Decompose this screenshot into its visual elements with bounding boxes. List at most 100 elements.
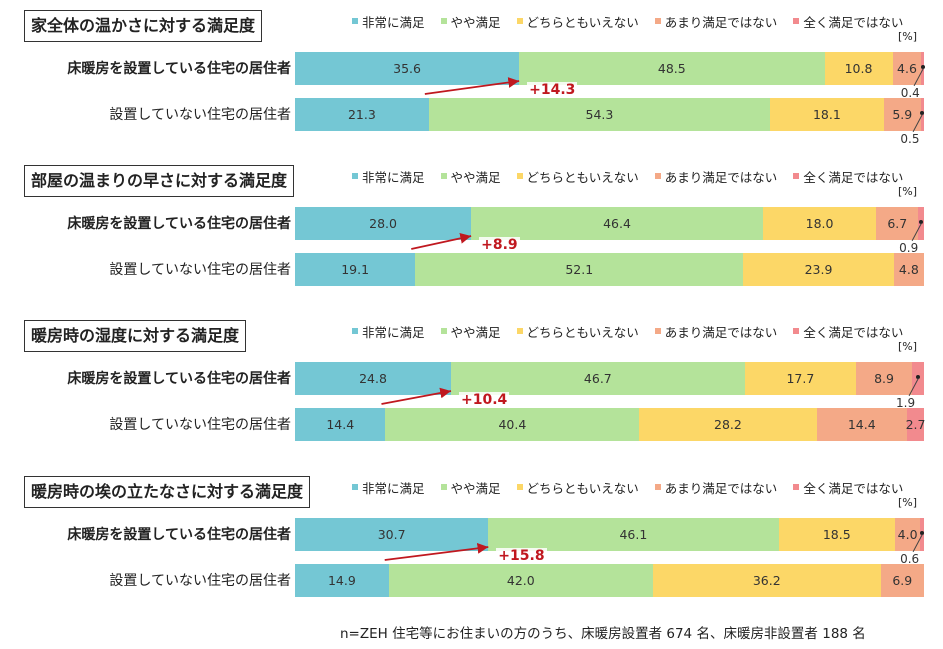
legend-label: やや満足	[450, 480, 501, 496]
data-label: 46.4	[603, 216, 631, 231]
data-label: 19.1	[341, 262, 370, 277]
stacked-bar: 14.9 42.0 36.2 6.9	[295, 564, 924, 597]
legend-label: どちらともいえない	[526, 169, 639, 185]
legend-label: 全く満足ではない	[803, 169, 904, 185]
legend-item: やや満足	[440, 12, 501, 30]
data-label: 42.0	[506, 573, 535, 588]
data-label: 5.9	[892, 107, 913, 122]
bar-segment: 6.7	[876, 207, 919, 240]
legend-label: やや満足	[450, 324, 501, 340]
legend-item: どちらともいえない	[516, 478, 639, 496]
unit-label: [%]	[898, 30, 918, 43]
legend-label: 非常に満足	[362, 169, 425, 185]
small-value-label: 0.5	[900, 132, 920, 146]
data-label: 17.7	[786, 371, 815, 386]
bar-segment: 28.2	[639, 408, 817, 441]
legend-swatch	[793, 18, 800, 24]
unit-label: [%]	[898, 496, 918, 509]
bar-segment: 40.4	[385, 408, 640, 441]
data-label: 24.8	[359, 371, 387, 386]
data-label: 30.7	[377, 527, 406, 542]
legend-label: あまり満足ではない	[664, 324, 778, 340]
data-label: 18.0	[805, 216, 834, 231]
bar-segment: 42.0	[388, 564, 653, 597]
category-label: 床暖房を設置している住宅の居住者	[67, 61, 291, 77]
data-label: 10.8	[844, 61, 873, 76]
data-label: 46.7	[583, 371, 612, 386]
legend-swatch	[440, 328, 447, 334]
data-label: 4.6	[897, 61, 917, 76]
category-label: 設置していない住宅の居住者	[109, 417, 291, 433]
data-label: 21.3	[347, 107, 376, 122]
bar-segment: 30.7	[295, 518, 489, 551]
bar-segment: 4.6	[892, 52, 922, 85]
legend-swatch	[793, 173, 800, 179]
bar-segment: 35.6	[295, 52, 520, 85]
legend-label: あまり満足ではない	[664, 480, 778, 496]
bar-segment: 4.8	[893, 253, 924, 286]
chart-panel: 部屋の温まりの早さに対する満足度 非常に満足 やや満足 どちらともいえない あまり満足で…	[0, 157, 943, 307]
data-label: 14.4	[847, 417, 876, 432]
legend-label: 全く満足ではない	[803, 14, 904, 30]
data-label: 54.3	[585, 107, 614, 122]
legend-swatch	[352, 173, 358, 179]
bar-segment: 46.4	[471, 207, 763, 240]
legend-label: どちらともいえない	[526, 324, 639, 340]
bar-segment: 21.3	[295, 98, 429, 131]
data-label: 28.2	[714, 417, 742, 432]
bar-segment: 14.4	[295, 408, 386, 441]
legend-item: どちらともいえない	[516, 167, 639, 185]
legend-item: 全く満足ではない	[793, 167, 903, 185]
unit-label: [%]	[898, 340, 918, 353]
bar-segment: 5.9	[883, 98, 921, 131]
legend-item: 非常に満足	[352, 478, 425, 496]
stacked-bar: 30.7 46.1 18.5 4.0 0.6	[295, 518, 925, 566]
legend-item: あまり満足ではない	[654, 167, 778, 185]
category-label: 設置していない住宅の居住者	[109, 262, 291, 278]
legend-item: 全く満足ではない	[793, 478, 903, 496]
legend-swatch	[440, 173, 447, 179]
bar-segment: 46.1	[488, 518, 779, 551]
legend-swatch	[654, 484, 661, 490]
legend-item: どちらともいえない	[516, 12, 639, 30]
footnote: n=ZEH 住宅等にお住まいの方のうち、床暖房設置者 674 名、床暖房非設置者…	[340, 626, 866, 642]
category-label: 床暖房を設置している住宅の居住者	[67, 371, 291, 387]
bar-segment: 6.9	[880, 564, 924, 597]
stacked-bar: 14.4 40.4 28.2 14.4 2.7	[295, 408, 926, 441]
stacked-bar: 19.1 52.1 23.9 4.8	[295, 253, 924, 286]
legend-swatch	[516, 328, 523, 334]
legend-swatch	[516, 18, 523, 24]
bar-segment: 28.0	[295, 207, 472, 240]
stacked-bar: 35.6 48.5 10.8 4.6 0.4	[295, 52, 925, 100]
data-label: 2.7	[905, 417, 926, 432]
bar-segment: 17.7	[744, 362, 857, 395]
data-label: 46.1	[619, 527, 648, 542]
legend-label: 非常に満足	[362, 324, 425, 340]
bar-segment: 46.7	[450, 362, 745, 395]
legend: 非常に満足 やや満足 どちらともいえない あまり満足ではない 全く満足ではない	[352, 167, 903, 185]
chart-panel: 家全体の温かさに対する満足度 非常に満足 やや満足 どちらともいえない あまり満足ではな…	[0, 2, 943, 152]
small-value-dot	[916, 375, 921, 379]
legend-swatch	[440, 18, 447, 24]
legend-swatch	[793, 484, 800, 490]
small-value-label: 0.9	[899, 241, 919, 255]
data-label: 48.5	[657, 61, 686, 76]
legend-swatch	[793, 328, 800, 334]
data-label: 28.0	[369, 216, 397, 231]
legend-item: 全く満足ではない	[793, 322, 903, 340]
bar-segment: 14.4	[816, 408, 908, 441]
bar-segment: 23.9	[743, 253, 894, 286]
bar-segment: 4.0	[895, 518, 921, 551]
legend-item: 非常に満足	[352, 12, 425, 30]
legend: 非常に満足 やや満足 どちらともいえない あまり満足ではない 全く満足ではない	[352, 478, 903, 496]
legend-label: あまり満足ではない	[664, 169, 778, 185]
legend-item: あまり満足ではない	[654, 12, 777, 30]
stacked-bar: 24.8 46.7 17.7 8.9 1.9	[295, 362, 924, 410]
legend: 非常に満足 やや満足 どちらともいえない あまり満足ではない 全く満足ではない	[352, 322, 903, 340]
legend-label: どちらともいえない	[526, 14, 639, 30]
small-value-dot	[920, 531, 925, 535]
bar-segment: 2.7	[905, 408, 926, 441]
legend-swatch	[516, 484, 523, 490]
chart-panel: 暖房時の埃の立たなさに対する満足度 非常に満足 やや満足 どちらともいえない あまり満足…	[0, 468, 943, 618]
data-label: 18.5	[822, 527, 851, 542]
